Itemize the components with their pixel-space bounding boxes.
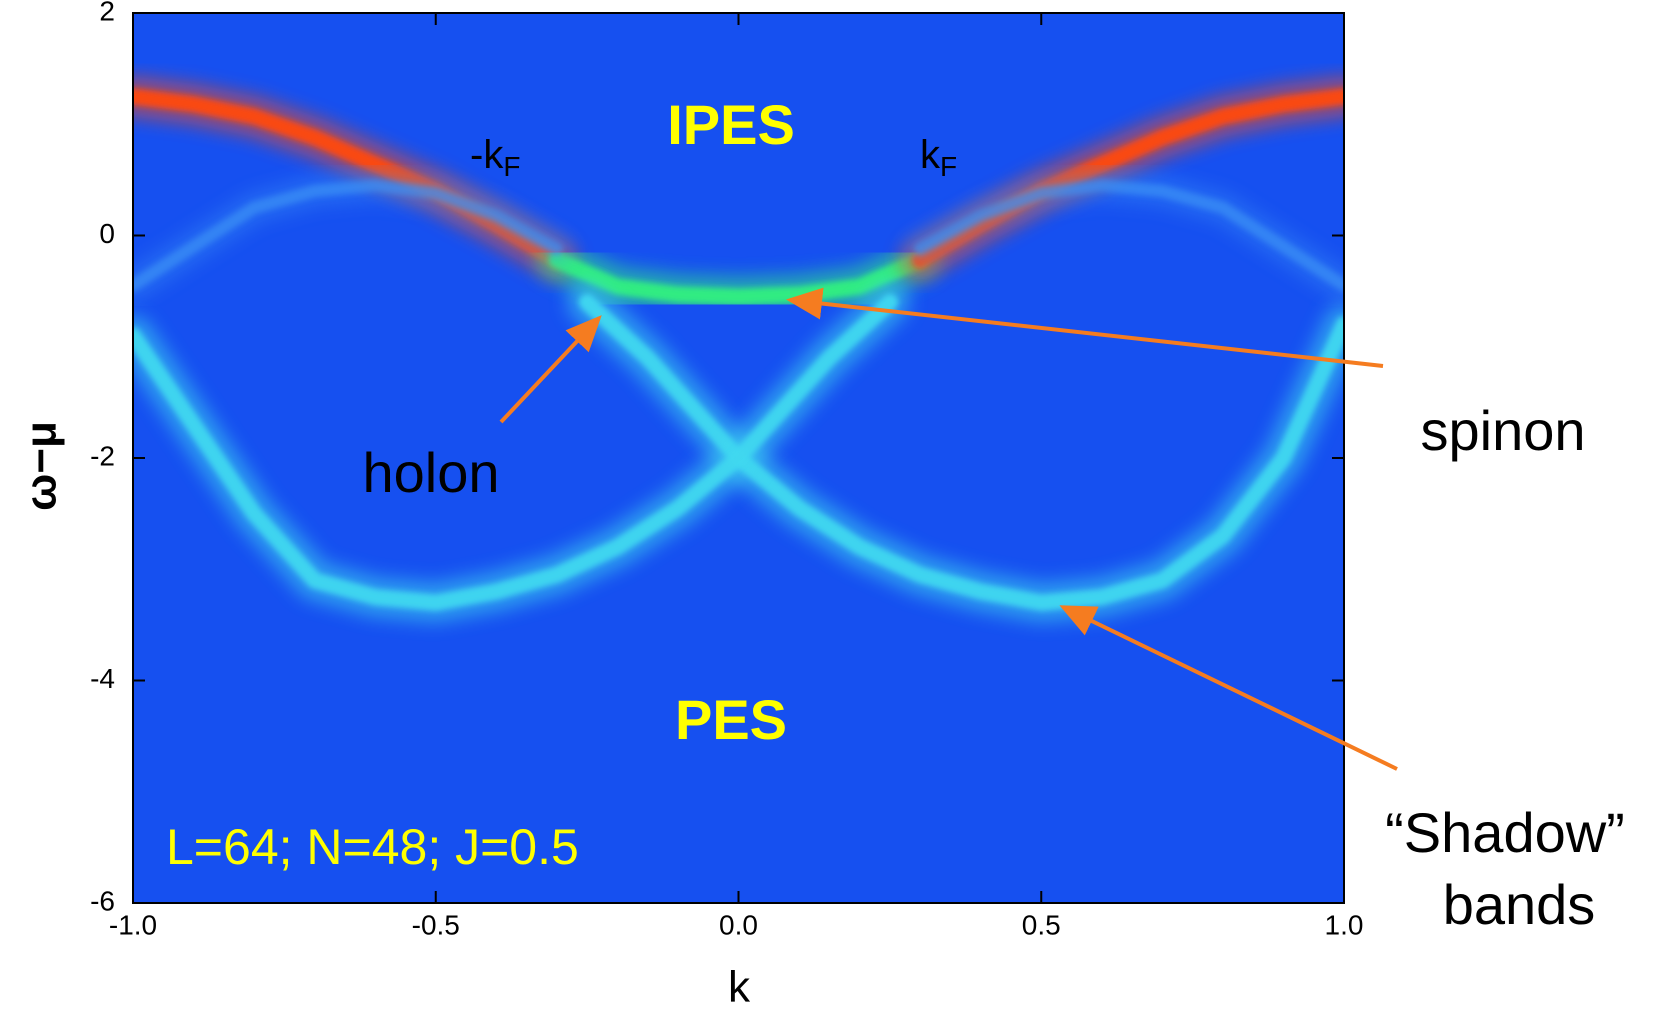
y-tick-label: 0 — [99, 218, 115, 249]
x-axis-label: k — [728, 963, 751, 1011]
band — [133, 179, 563, 292]
annotation: bands — [1443, 873, 1596, 936]
band — [548, 252, 929, 305]
arrow — [786, 287, 1384, 368]
x-tick-label: 0.5 — [1022, 909, 1061, 940]
fermi-label-main: k — [920, 133, 941, 177]
fermi-label: -kF — [470, 133, 520, 183]
arrow — [499, 315, 602, 424]
annotation: holon — [362, 441, 499, 504]
arrow — [1059, 605, 1398, 771]
x-tick-label: -0.5 — [412, 909, 460, 940]
y-tick-label: 2 — [99, 0, 115, 26]
x-tick-label: 1.0 — [1325, 909, 1364, 940]
x-tick-label: 0.0 — [719, 909, 758, 940]
y-tick-label: -2 — [90, 440, 115, 471]
y-tick-label: -6 — [90, 885, 115, 916]
annotation: L=64; N=48; J=0.5 — [166, 819, 579, 875]
fermi-label-main: -k — [470, 133, 504, 177]
annotation: spinon — [1420, 399, 1585, 462]
annotation: IPES — [667, 93, 795, 156]
plot-area — [133, 76, 1344, 623]
x-tick-label: -1.0 — [109, 909, 157, 940]
band — [133, 294, 898, 611]
band — [579, 294, 1344, 611]
annotation: PES — [675, 688, 787, 751]
band — [914, 179, 1344, 292]
y-axis-label: ω−μ — [17, 421, 66, 511]
fermi-label-sub: F — [940, 151, 957, 182]
annotation: “Shadow” — [1385, 801, 1625, 864]
fermi-label-sub: F — [503, 151, 520, 182]
fermi-label: kF — [920, 133, 957, 183]
y-tick-label: -4 — [90, 663, 115, 694]
